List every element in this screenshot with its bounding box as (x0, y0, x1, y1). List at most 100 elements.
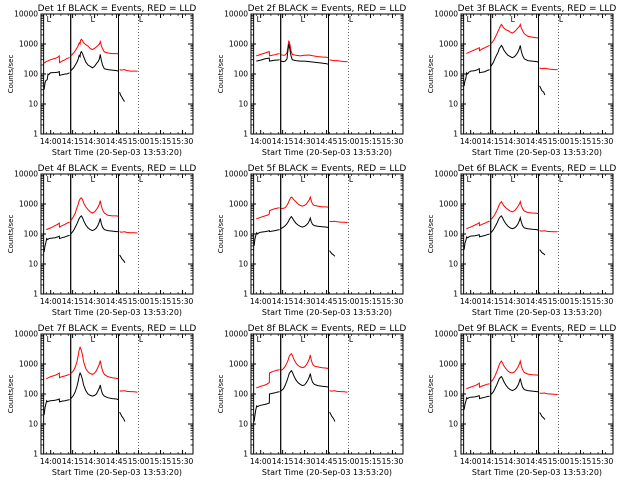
y-tick-label: 1000 (439, 360, 458, 369)
x-tick-label: 14:00 (460, 137, 482, 146)
y-tick-label: 100 (444, 70, 459, 79)
interval-marker-label: L (349, 335, 354, 344)
y-axis-label: Counts/sec (217, 375, 225, 414)
interval-marker-label: L (257, 175, 262, 184)
panel-det7: Det 7f BLACK = Events, RED = LLD Counts/s… (7, 324, 196, 477)
x-tick-label: 14:45 (106, 137, 128, 146)
data-lines (43, 197, 138, 264)
data-lines (253, 352, 348, 422)
series-line-events (119, 411, 126, 422)
x-tick-label: 14:15 (62, 137, 84, 146)
interval-marker-label: L (349, 175, 354, 184)
y-axis-label: Counts/sec (7, 375, 15, 414)
interval-marker-label: L (257, 335, 262, 344)
x-axis-label: Start Time (20-Sep-03 13:53:20) (262, 308, 392, 317)
series-line-lld (280, 40, 329, 59)
series-line-lld (70, 197, 119, 221)
data-lines (256, 40, 348, 65)
y-tick-label: 1000 (229, 200, 248, 209)
panel-det5: Det 5f BLACK = Events, RED = LLD Counts/s… (217, 164, 406, 317)
y-tick-label: 100 (24, 390, 39, 399)
series-line-events (70, 215, 119, 235)
y-tick-label: 10 (448, 260, 458, 269)
y-tick-label: 1 (243, 130, 248, 139)
x-tick-label: 14:15 (62, 457, 84, 466)
series-line-lld (70, 346, 119, 380)
series-line-events (119, 91, 125, 102)
data-lines (463, 22, 558, 96)
x-tick-label: 14:15 (272, 457, 294, 466)
interval-marker-label: L (139, 335, 144, 344)
data-lines (43, 38, 138, 102)
x-tick-label: 14:45 (526, 457, 548, 466)
y-tick-label: 1000 (229, 360, 248, 369)
series-line-events (539, 249, 546, 256)
x-tick-label: 14:00 (40, 297, 62, 306)
interval-marker-label: L (91, 175, 96, 184)
series-line-events (490, 215, 539, 234)
x-tick-label: 15:00 (338, 297, 360, 306)
interval-marker-label: L (139, 175, 144, 184)
series-line-lld (46, 221, 70, 231)
x-tick-label: 14:00 (250, 297, 272, 306)
series-line-lld (256, 207, 280, 220)
x-tick-label: 15:00 (548, 297, 570, 306)
x-axis-label: Start Time (20-Sep-03 13:53:20) (472, 148, 602, 157)
x-tick-label: 14:30 (84, 137, 106, 146)
y-tick-label: 10 (448, 100, 458, 109)
x-tick-label: 14:30 (504, 297, 526, 306)
panel-title: Det 2f BLACK = Events, RED = LLD (248, 4, 407, 14)
y-tick-label: 100 (234, 390, 249, 399)
y-tick-label: 10000 (434, 330, 458, 339)
series-line-events (253, 229, 280, 246)
y-tick-label: 100 (444, 230, 459, 239)
y-axis-label: Counts/sec (217, 55, 225, 94)
plot-frame (250, 173, 404, 295)
panel-title: Det 4f BLACK = Events, RED = LLD (38, 164, 197, 174)
x-tick-label: 15:00 (338, 137, 360, 146)
x-axis-label: Start Time (20-Sep-03 13:53:20) (52, 148, 182, 157)
panel-title: Det 6f BLACK = Events, RED = LLD (458, 164, 617, 174)
panel-title: Det 3f BLACK = Events, RED = LLD (458, 4, 617, 14)
x-tick-label: 15:30 (592, 457, 614, 466)
panel-title: Det 7f BLACK = Events, RED = LLD (38, 324, 197, 334)
y-tick-label: 10000 (224, 170, 248, 179)
y-tick-label: 10 (28, 260, 38, 269)
x-tick-label: 14:00 (460, 457, 482, 466)
series-line-lld (280, 195, 329, 210)
x-tick-label: 14:30 (294, 297, 316, 306)
y-tick-label: 100 (234, 70, 249, 79)
interval-marker-label: L (301, 175, 306, 184)
x-tick-label: 15:00 (128, 137, 150, 146)
x-tick-label: 15:00 (128, 457, 150, 466)
series-line-lld (119, 390, 138, 393)
x-tick-label: 15:15 (360, 457, 382, 466)
series-line-events (70, 50, 119, 72)
plot-frame (250, 333, 404, 455)
series-line-events (43, 234, 70, 253)
x-axis-label: Start Time (20-Sep-03 13:53:20) (52, 468, 182, 477)
series-line-lld (466, 220, 490, 230)
plot-frame (460, 173, 614, 295)
x-tick-label: 15:00 (548, 137, 570, 146)
interval-marker-label: L (511, 175, 516, 184)
x-tick-label: 14:45 (106, 457, 128, 466)
interval-marker-label: L (467, 15, 472, 24)
y-tick-label: 10000 (224, 10, 248, 19)
y-axis-label: Counts/sec (7, 215, 15, 254)
y-tick-label: 1 (33, 450, 38, 459)
series-line-lld (329, 390, 348, 393)
series-line-lld (329, 220, 348, 224)
y-tick-label: 10 (238, 260, 248, 269)
panel-title: Det 1f BLACK = Events, RED = LLD (38, 4, 197, 14)
x-tick-label: 14:45 (526, 297, 548, 306)
interval-marker-label: L (559, 335, 564, 344)
interval-marker-label: L (511, 335, 516, 344)
y-tick-label: 100 (444, 390, 459, 399)
panel-det4: Det 4f BLACK = Events, RED = LLD Counts/s… (7, 164, 196, 317)
y-tick-label: 10 (238, 100, 248, 109)
series-line-events (329, 250, 336, 257)
x-tick-label: 14:00 (40, 137, 62, 146)
x-tick-label: 15:00 (548, 457, 570, 466)
